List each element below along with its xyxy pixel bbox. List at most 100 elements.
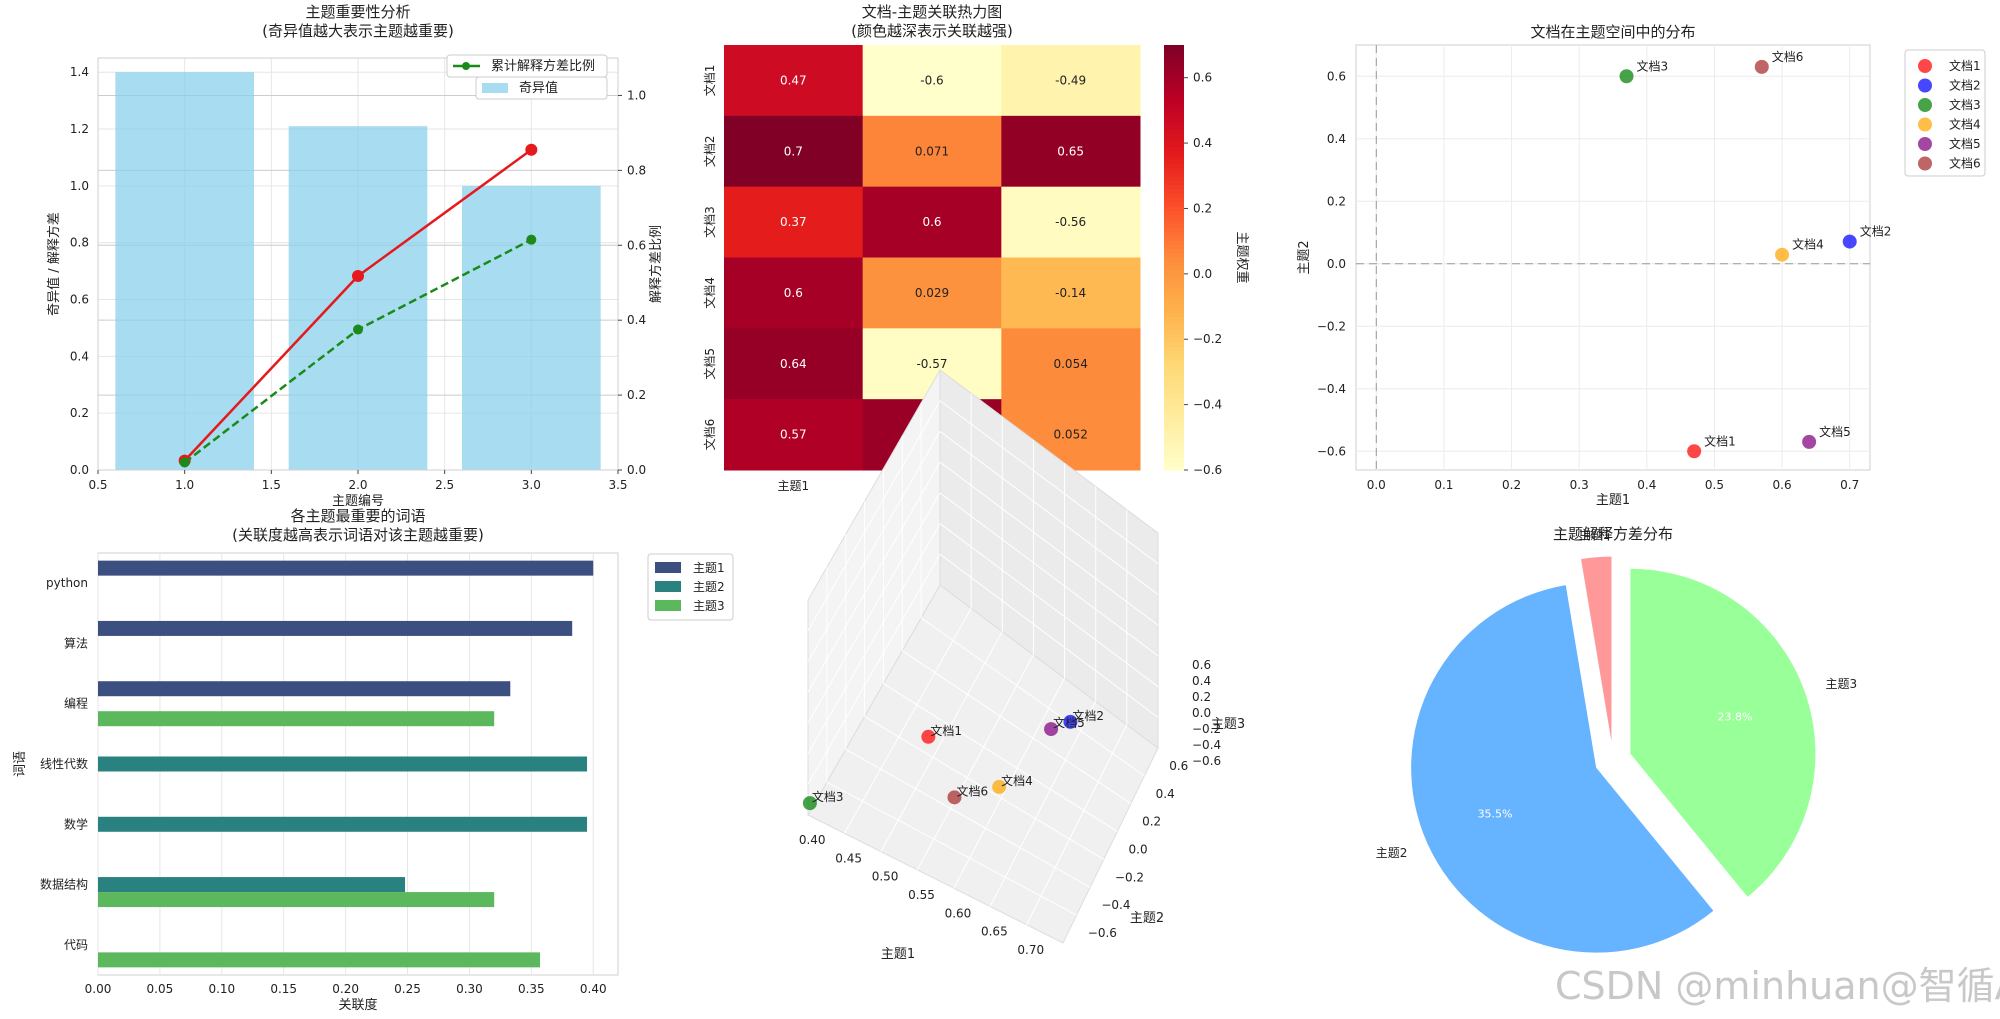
chart1-ytick-label: 0.2 xyxy=(70,406,89,420)
colorbar-segment xyxy=(1164,274,1184,280)
colorbar-segment xyxy=(1164,164,1184,169)
chart5-point-6 xyxy=(947,790,962,805)
heatmap-cell-value: 0.052 xyxy=(1053,428,1087,442)
chart5-ytick-label: 0.0 xyxy=(1129,843,1148,857)
chart5-grid xyxy=(939,523,1159,687)
chart5-grid xyxy=(920,617,1145,777)
chart4-legend-entry: 主题1 xyxy=(693,561,725,575)
pie-slice-percent: 23.8% xyxy=(1717,710,1752,723)
chart3-plot-area xyxy=(1355,44,1871,471)
chart3-xtick-label: 0.4 xyxy=(1637,478,1656,492)
chart1-legend-bars: 奇异值 xyxy=(519,80,558,96)
heatmap-cell-value: -0.49 xyxy=(1055,73,1086,87)
chart4-xtick-label: 0.20 xyxy=(332,982,359,996)
chart5-grid xyxy=(807,554,941,785)
colorbar-segment xyxy=(1164,368,1184,373)
chart3-ytick-label: 0.4 xyxy=(1327,132,1346,146)
chart1-y2tick-label: 0.8 xyxy=(627,163,646,177)
colorbar-segment xyxy=(1164,155,1184,161)
chart4-bar-主题3 xyxy=(98,952,540,968)
colorbar-segment xyxy=(1164,91,1184,97)
chart5-grid xyxy=(864,715,1104,860)
colorbar-segment xyxy=(1164,397,1184,403)
colorbar-segment xyxy=(1164,351,1184,356)
chart5-point-label: 文档2 xyxy=(1072,708,1104,723)
colorbar-segment xyxy=(1164,295,1184,301)
chart5-grid xyxy=(826,781,1077,916)
chart5-grid xyxy=(843,608,972,834)
heatmap-cell xyxy=(724,115,864,188)
colorbar-segment xyxy=(1164,202,1184,208)
chart3-ytick-label: 0.2 xyxy=(1327,194,1346,208)
pie-slice-主题3 xyxy=(1630,568,1816,897)
chart5-xtick-label: 0.50 xyxy=(872,870,899,884)
chart3-legend-marker xyxy=(1918,137,1932,151)
colorbar-segment xyxy=(1164,240,1184,246)
pie-slice-label: 主题1 xyxy=(1579,528,1611,542)
chart4-legend-entry: 主题2 xyxy=(693,580,725,594)
chart5-ytick-label: −0.4 xyxy=(1101,898,1130,912)
chart5-ztick-label: 0.2 xyxy=(1192,690,1211,704)
chart1-y2label: 解释方差比例 xyxy=(648,225,664,303)
colorbar-segment xyxy=(1164,334,1184,339)
heatmap-cell xyxy=(862,45,1002,117)
heatmap-cell xyxy=(724,45,864,117)
colorbar-segment xyxy=(1164,147,1184,152)
chart1-legend-bar-swatch xyxy=(482,83,508,93)
colorbar-tick-label: −0.2 xyxy=(1193,332,1222,346)
chart5-grid xyxy=(916,654,1034,871)
colorbar-segment xyxy=(1164,45,1184,50)
chart4-category-label: 数据结构 xyxy=(40,877,88,892)
colorbar-segment xyxy=(1164,189,1184,195)
chart1-cumulative-point-1 xyxy=(179,457,190,468)
chart1-xtick-label: 2.5 xyxy=(435,478,454,492)
chart4-category-label: 数学 xyxy=(64,816,88,831)
chart3-xtick-label: 0.0 xyxy=(1367,478,1386,492)
chart3-ytick-label: −0.4 xyxy=(1317,382,1346,396)
colorbar-segment xyxy=(1164,321,1184,327)
chart4-bar-主题1 xyxy=(98,560,594,576)
chart1-xtick-label: 3.5 xyxy=(608,478,627,492)
colorbar-segment xyxy=(1164,117,1184,123)
pie-slice-label: 主题2 xyxy=(1376,846,1408,860)
colorbar-segment xyxy=(1164,176,1184,182)
chart5-grid xyxy=(1026,724,1128,925)
chart4-bar-主题2 xyxy=(98,816,588,832)
colorbar-segment xyxy=(1164,138,1184,144)
chart3-point-label: 文档2 xyxy=(1860,224,1892,239)
chart5-grid xyxy=(939,553,1159,718)
colorbar-segment xyxy=(1164,465,1184,471)
colorbar-segment xyxy=(1164,172,1184,178)
chart3-point-label: 文档3 xyxy=(1637,58,1669,73)
chart1-subtitle: (奇异值越大表示主题越重要) xyxy=(262,22,454,40)
chart4-xtick-label: 0.30 xyxy=(456,982,483,996)
colorbar-segment xyxy=(1164,372,1184,378)
chart5-point-3 xyxy=(802,796,817,811)
chart1-bar-3 xyxy=(462,185,601,471)
heatmap-cell xyxy=(1001,328,1141,400)
chart1-explained-point-3 xyxy=(525,143,538,156)
chart4-xtick-label: 0.05 xyxy=(147,982,174,996)
chart3-xtick-label: 0.5 xyxy=(1705,478,1724,492)
chart5-grid xyxy=(883,683,1118,832)
chart1-cumulative-point-3 xyxy=(526,234,537,245)
chart5-xtick-label: 0.60 xyxy=(945,906,972,920)
chart5-xlabel: 主题1 xyxy=(881,947,915,962)
chart3-legend-marker xyxy=(1918,156,1932,171)
chart3-point-5 xyxy=(1802,434,1817,449)
heatmap-cell-value: 0.6 xyxy=(922,215,941,229)
chart3-xlabel: 主题1 xyxy=(1596,493,1630,508)
chart4-xtick-label: 0.25 xyxy=(394,982,421,996)
chart3-xtick-label: 0.2 xyxy=(1502,478,1521,492)
chart5-xtick-label: 0.40 xyxy=(799,833,826,847)
chart1-xtick-label: 1.5 xyxy=(262,478,281,492)
heatmap-cell-value: -0.56 xyxy=(1055,215,1086,229)
chart5-point-label: 文档4 xyxy=(1001,773,1033,788)
heatmap-cell xyxy=(862,257,1002,329)
colorbar-segment xyxy=(1164,83,1184,89)
colorbar-segment xyxy=(1164,287,1184,293)
heatmap-cell-value: -0.57 xyxy=(916,357,947,371)
heatmap-cell-value: -0.14 xyxy=(1055,286,1086,300)
colorbar-tick-label: 0.0 xyxy=(1193,267,1212,281)
heatmap-row-label: 文档2 xyxy=(702,135,717,167)
